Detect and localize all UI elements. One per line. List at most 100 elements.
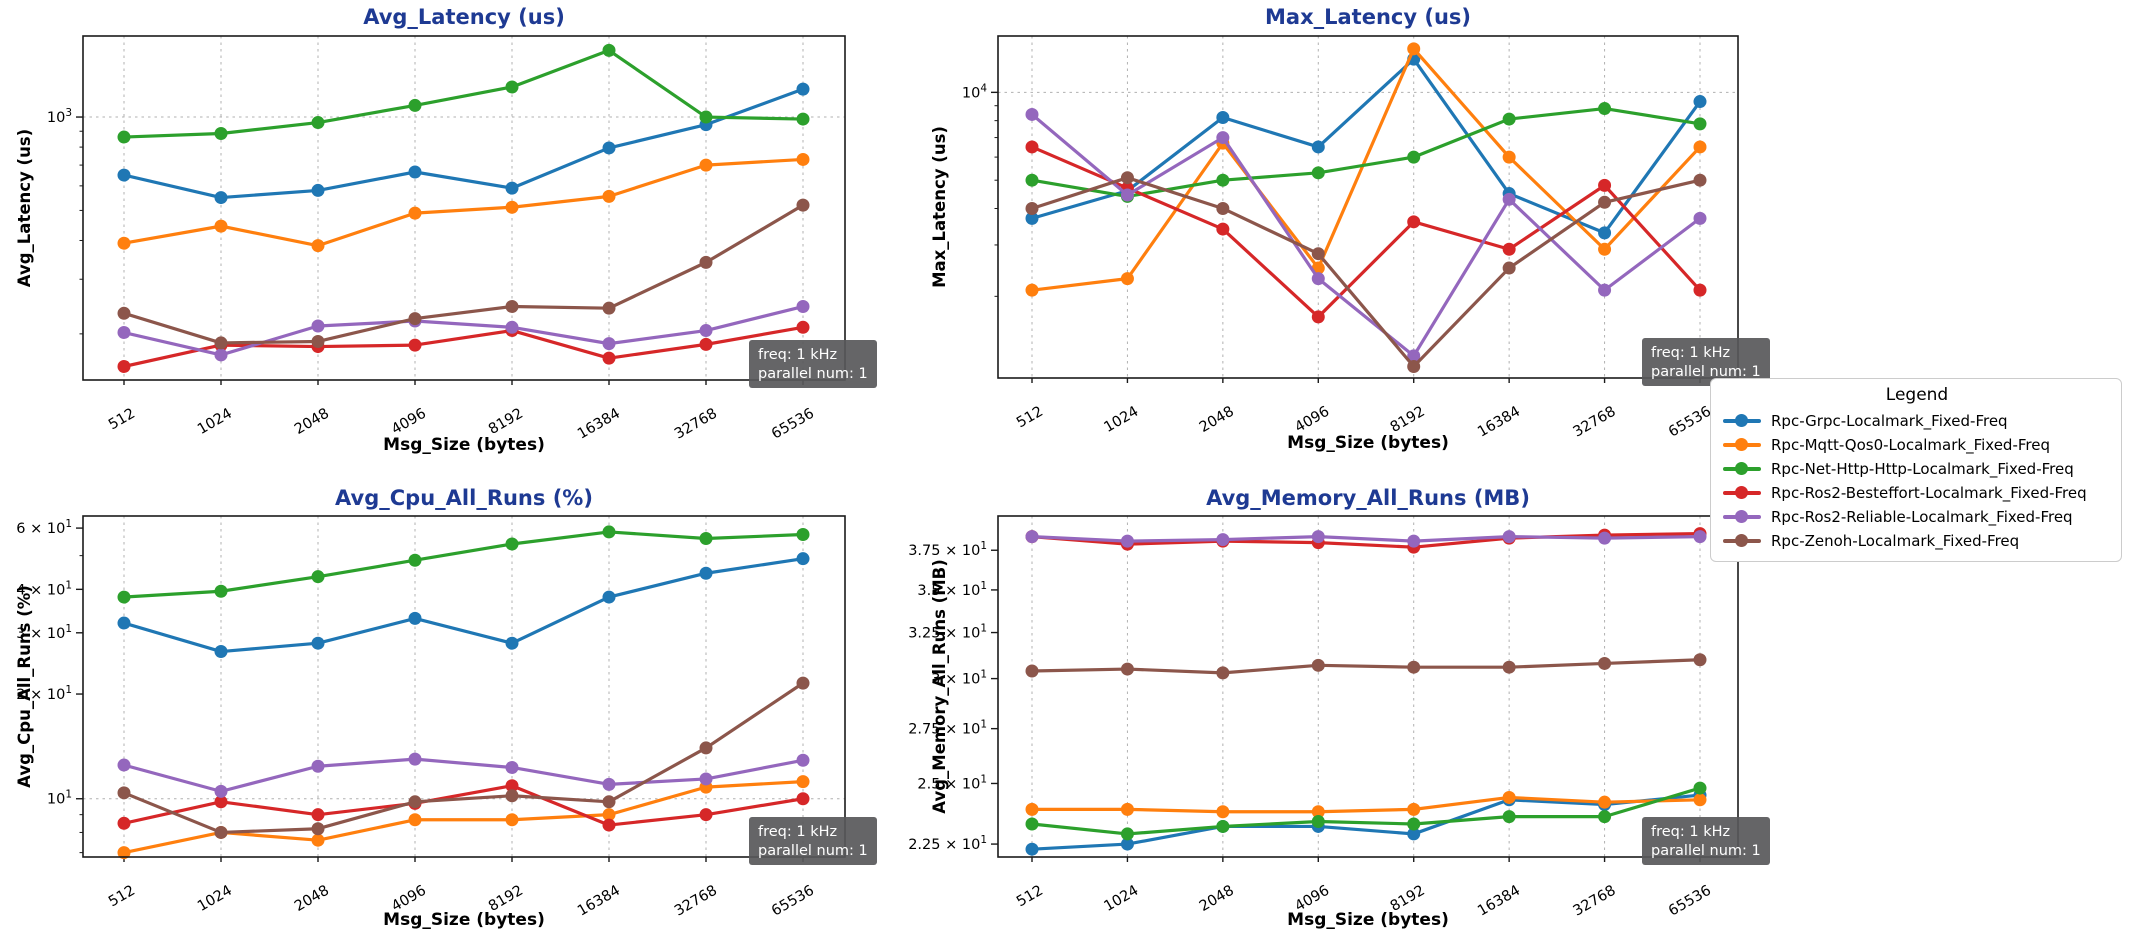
data-point	[1120, 827, 1134, 841]
series-line	[1032, 795, 1701, 814]
series-avg-cpu-Rpc-Grpc-Localmark_Fixed-Freq	[117, 552, 810, 659]
x-tick-label: 32768	[1571, 404, 1619, 441]
x-tick-label: 16384	[575, 883, 623, 920]
data-point	[602, 818, 616, 832]
series-line	[123, 557, 804, 654]
legend-label-grpc: Rpc-Grpc-Localmark_Fixed-Freq	[1771, 412, 2008, 430]
data-point	[1311, 805, 1325, 819]
series-max-latency-Rpc-Grpc-Localmark_Fixed-Freq	[1025, 52, 1707, 240]
data-point	[214, 336, 228, 350]
data-point	[311, 822, 325, 836]
data-point	[311, 808, 325, 822]
data-point	[1025, 140, 1039, 154]
series-avg-memory-Rpc-Mqtt-Qos0-Localmark_Fixed-Freq	[1025, 790, 1707, 819]
data-point	[408, 312, 422, 326]
series-line	[1031, 786, 1701, 836]
data-point	[311, 239, 325, 253]
data-point	[408, 795, 422, 809]
data-point	[1502, 112, 1516, 126]
data-point	[408, 813, 422, 827]
data-point	[408, 611, 422, 625]
y-axis-label: Avg_Memory_All_Runs (MB)	[930, 559, 949, 813]
data-point	[1502, 530, 1516, 544]
x-tick-label: 16384	[1475, 404, 1523, 441]
data-point	[699, 324, 713, 338]
data-point	[602, 808, 616, 822]
data-point	[1025, 211, 1039, 225]
data-point	[699, 158, 713, 172]
data-point	[1693, 530, 1707, 544]
data-point	[796, 198, 810, 212]
data-point	[796, 528, 810, 542]
series-line	[1031, 658, 1701, 675]
x-tick-label: 65536	[1666, 404, 1714, 441]
x-tick-label: 1024	[1101, 883, 1141, 915]
data-point	[117, 846, 131, 860]
data-point	[1216, 173, 1230, 187]
data-point	[117, 786, 131, 800]
data-point	[214, 584, 228, 598]
y-tick-label: 3 × 101	[16, 623, 72, 642]
data-point	[1025, 664, 1039, 678]
series-max-latency-Rpc-Mqtt-Qos0-Localmark_Fixed-Freq	[1025, 42, 1707, 297]
data-point	[1407, 802, 1421, 816]
data-point	[699, 741, 713, 755]
data-point	[311, 183, 325, 197]
data-point	[505, 181, 519, 195]
data-point	[311, 116, 325, 130]
data-point	[1311, 530, 1325, 544]
series-line	[123, 784, 804, 827]
data-point	[1311, 272, 1325, 286]
data-point	[1598, 195, 1612, 209]
data-point	[1693, 781, 1707, 795]
annotation-line-2: parallel num: 1	[758, 843, 868, 859]
chart-title: Avg_Memory_All_Runs (MB)	[1206, 486, 1530, 510]
x-tick-label: 32768	[672, 883, 720, 920]
data-point	[1598, 810, 1612, 824]
data-point	[214, 127, 228, 141]
legend-label-ros2-reliable: Rpc-Ros2-Reliable-Localmark_Fixed-Freq	[1771, 508, 2073, 526]
y-tick-label: 2.75 × 101	[908, 719, 987, 738]
data-point	[699, 532, 713, 546]
data-point	[796, 676, 810, 690]
x-tick-label: 8192	[486, 406, 526, 438]
data-point	[1693, 117, 1707, 131]
data-point	[796, 792, 810, 806]
legend-item-ros2-reliable: Rpc-Ros2-Reliable-Localmark_Fixed-Freq	[1723, 505, 2111, 529]
y-tick-label: 104	[962, 82, 987, 101]
x-axis-label: Msg_Size (bytes)	[383, 435, 545, 455]
data-point	[1502, 192, 1516, 206]
data-point	[505, 80, 519, 94]
series-line	[123, 304, 804, 357]
data-point	[117, 816, 131, 830]
data-point	[1216, 131, 1230, 145]
legend-marker-zenoh	[1723, 534, 1761, 548]
data-point	[1216, 805, 1230, 819]
data-point	[699, 566, 713, 580]
series-line	[123, 325, 804, 369]
data-point	[796, 753, 810, 767]
y-axis-label: Avg_Latency (us)	[15, 129, 34, 287]
x-tick-label: 8192	[1388, 404, 1428, 436]
x-tick-label: 2048	[1197, 883, 1237, 915]
x-tick-label: 2048	[1197, 404, 1237, 436]
data-point	[602, 590, 616, 604]
series-line	[123, 530, 804, 599]
data-point	[1693, 211, 1707, 225]
data-point	[1693, 793, 1707, 807]
data-point	[796, 320, 810, 334]
data-point	[1025, 283, 1039, 297]
series-avg-cpu-Rpc-Net-Http-Http-Localmark_Fixed-Freq	[117, 525, 810, 604]
data-point	[699, 808, 713, 822]
data-point	[1407, 359, 1421, 373]
data-point	[408, 338, 422, 352]
annotation-box: freq: 1 kHz parallel num: 1	[749, 817, 877, 865]
data-point	[311, 334, 325, 348]
x-tick-label: 32768	[672, 406, 720, 443]
series-max-latency-Rpc-Ros2-Besteffort-Localmark_Fixed-Freq	[1025, 140, 1707, 324]
x-tick-label: 1024	[195, 883, 235, 915]
annotation-line-1: freq: 1 kHz	[1651, 824, 1730, 840]
x-tick-label: 65536	[769, 406, 817, 443]
legend-item-net-http: Rpc-Net-Http-Http-Localmark_Fixed-Freq	[1723, 457, 2111, 481]
